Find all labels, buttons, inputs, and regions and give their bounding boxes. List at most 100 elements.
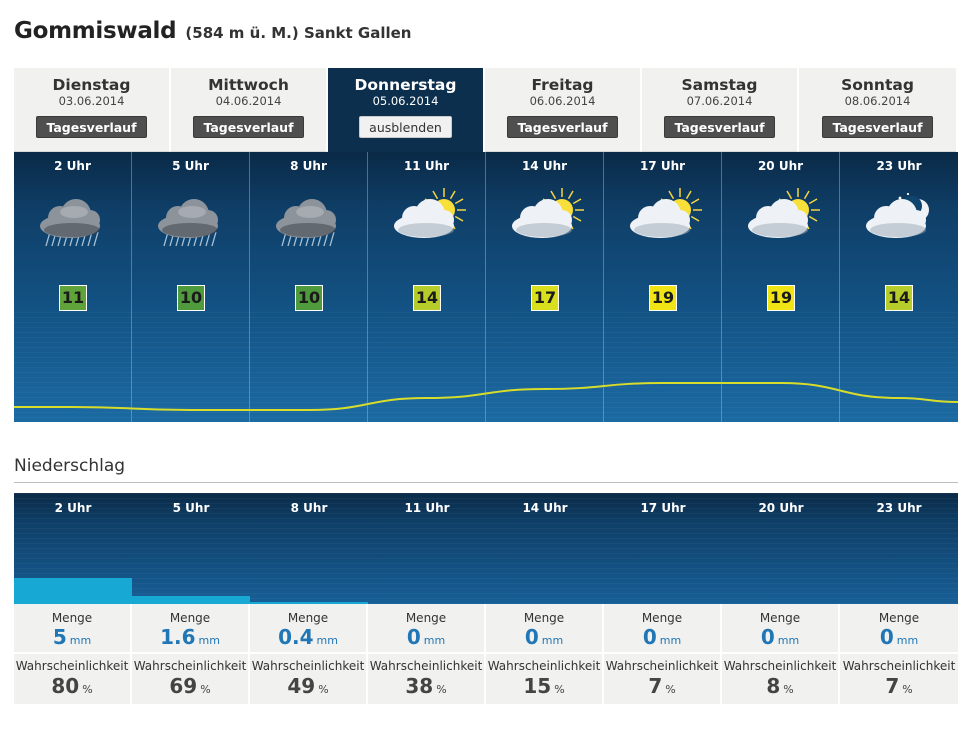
day-tab-sonntag[interactable]: Sonntag 08.06.2014 Tagesverlauf [799,68,956,152]
hourly-forecast-panel: 2 Uhr 11 5 Uhr 10 8 Uhr 10 11 Uhr 14 14 Uhr 17 17 … [14,152,958,422]
forecast-hour: 14 Uhr [521,159,568,173]
probability-row: Wahrscheinlichkeit 15% [486,654,602,704]
sun-cloud-icon [384,188,470,250]
forecast-hour: 23 Uhr [876,159,922,173]
amount-label: Menge [523,611,565,625]
amount-row: Menge 0 mm [722,604,838,654]
probability-value: 69% [169,674,211,698]
probability-row: Wahrscheinlichkeit 69% [132,654,248,704]
day-tab-freitag[interactable]: Freitag 06.06.2014 Tagesverlauf [485,68,642,152]
amount-value: 0 mm [524,625,564,649]
day-name: Mittwoch [208,76,289,94]
amount-unit: mm [316,634,338,647]
probability-unit: % [318,683,329,696]
probability-value: 7% [885,674,913,698]
day-tab-mittwoch[interactable]: Mittwoch 04.06.2014 Tagesverlauf [171,68,328,152]
tagesverlauf-button[interactable]: Tagesverlauf [664,116,775,138]
precip-bar [250,602,368,604]
precip-hour: 14 Uhr [522,501,568,515]
amount-row: Menge 5 mm [14,604,130,654]
probability-unit: % [200,683,211,696]
precip-column: 23 Uhr [840,493,958,604]
probability-label: Wahrscheinlichkeit [605,659,719,673]
amount-value: 0 mm [642,625,682,649]
temperature-badge: 10 [295,285,323,311]
probability-value: 8% [766,674,794,698]
precip-cell: Menge 5 mm Wahrscheinlichkeit 80% [14,604,132,704]
amount-row: Menge 0 mm [368,604,484,654]
probability-row: Wahrscheinlichkeit 7% [840,654,958,704]
precip-hour: 8 Uhr [290,501,328,515]
amount-row: Menge 0 mm [604,604,720,654]
amount-value: 0 mm [879,625,919,649]
probability-row: Wahrscheinlichkeit 80% [14,654,130,704]
probability-value: 49% [287,674,329,698]
temperature-badge: 10 [177,285,205,311]
forecast-hour: 17 Uhr [639,159,686,173]
tagesverlauf-button[interactable]: Tagesverlauf [822,116,933,138]
probability-value: 80% [51,674,93,698]
precip-bar [132,596,250,604]
probability-unit: % [902,683,913,696]
day-name: Samstag [681,76,758,94]
precip-cell: Menge 1.6 mm Wahrscheinlichkeit 69% [132,604,250,704]
day-tab-donnerstag[interactable]: Donnerstag 05.06.2014 ausblenden [328,68,485,152]
forecast-column: 11 Uhr 14 [368,152,486,422]
forecast-column: 8 Uhr 10 [250,152,368,422]
sun-cloud-icon [620,188,706,250]
probability-label: Wahrscheinlichkeit [487,659,601,673]
amount-unit: mm [541,634,564,647]
amount-row: Menge 0 mm [840,604,958,654]
section-divider [14,482,958,483]
precipitation-table: Menge 5 mm Wahrscheinlichkeit 80% Menge 1.6 mm W… [14,604,958,704]
probability-label: Wahrscheinlichkeit [251,659,365,673]
temperature-badge: 14 [413,285,441,311]
amount-label: Menge [759,611,801,625]
probability-unit: % [82,683,93,696]
forecast-column: 17 Uhr 19 [604,152,722,422]
probability-value: 15% [523,674,565,698]
precip-hour: 2 Uhr [54,501,92,515]
amount-value: 0 mm [760,625,800,649]
amount-row: Menge 1.6 mm [132,604,248,654]
tagesverlauf-button[interactable]: Tagesverlauf [193,116,304,138]
precip-column: 5 Uhr [132,493,250,604]
amount-row: Menge 0 mm [486,604,602,654]
forecast-column: 14 Uhr 17 [486,152,604,422]
day-tab-samstag[interactable]: Samstag 07.06.2014 Tagesverlauf [642,68,799,152]
forecast-hour: 2 Uhr [54,159,91,173]
probability-row: Wahrscheinlichkeit 38% [368,654,484,704]
sun-cloud-icon [502,188,588,250]
ausblenden-button[interactable]: ausblenden [359,116,452,138]
probability-value: 7% [648,674,676,698]
precip-cell: Menge 0 mm Wahrscheinlichkeit 8% [722,604,840,704]
amount-unit: mm [896,634,919,647]
temperature-curve [14,381,958,411]
temperature-badge: 19 [767,285,795,311]
temperature-badge: 19 [649,285,677,311]
amount-value: 0 mm [406,625,446,649]
amount-label: Menge [287,611,329,625]
precip-cell: Menge 0 mm Wahrscheinlichkeit 38% [368,604,486,704]
temperature-badge: 17 [531,285,559,311]
location-detail: (584 m ü. M.) Sankt Gallen [185,24,412,42]
day-tab-dienstag[interactable]: Dienstag 03.06.2014 Tagesverlauf [14,68,171,152]
amount-row: Menge 0.4 mm [250,604,366,654]
day-name: Donnerstag [354,76,457,94]
precipitation-chart: 2 Uhr 5 Uhr 8 Uhr 11 Uhr 14 Uhr 17 Uhr 20 Uhr 2… [14,493,958,604]
tagesverlauf-button[interactable]: Tagesverlauf [507,116,618,138]
precip-column: 20 Uhr [722,493,840,604]
tagesverlauf-button[interactable]: Tagesverlauf [36,116,147,138]
probability-row: Wahrscheinlichkeit 7% [604,654,720,704]
precipitation-title: Niederschlag [14,456,126,476]
day-name: Freitag [531,76,594,94]
probability-unit: % [665,683,676,696]
forecast-hour: 8 Uhr [290,159,327,173]
precip-bar [14,578,132,604]
rain-cloud-icon [266,188,352,250]
probability-unit: % [783,683,794,696]
day-date: 03.06.2014 [58,94,125,108]
day-date: 08.06.2014 [844,94,911,108]
forecast-column: 2 Uhr 11 [14,152,132,422]
amount-value: 1.6 mm [160,625,220,649]
